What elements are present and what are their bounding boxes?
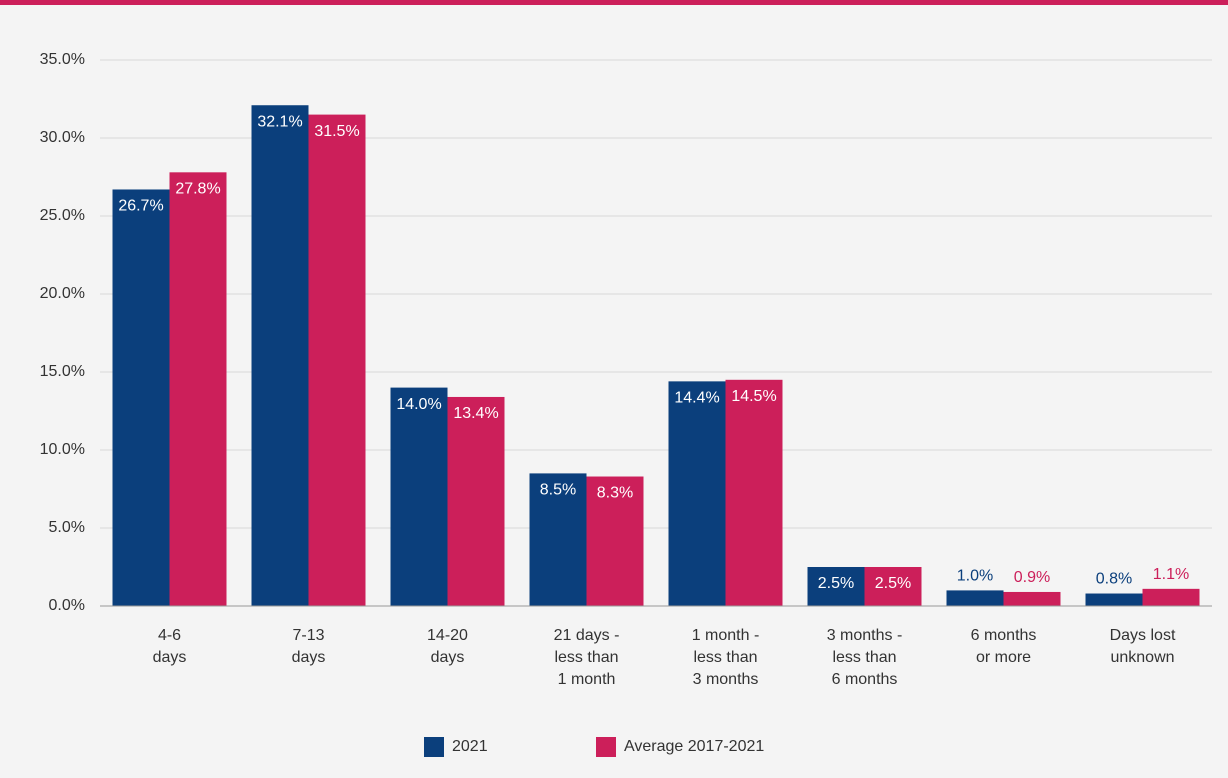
data-label: 2.5% (875, 575, 911, 592)
x-tick-label: 7-13 (292, 627, 324, 644)
top-rule (0, 0, 1228, 5)
bar (390, 387, 448, 606)
data-label: 14.4% (674, 390, 719, 407)
bar (447, 396, 505, 606)
data-label: 13.4% (453, 405, 498, 422)
data-label: 0.9% (1014, 569, 1050, 586)
y-tick-label: 30.0% (40, 129, 85, 146)
y-tick-label: 25.0% (40, 207, 85, 224)
x-tick-label: 6 months (832, 671, 898, 688)
data-label: 14.5% (731, 388, 776, 405)
x-tick-label: 1 month (558, 671, 616, 688)
legend-swatch (424, 737, 444, 757)
data-label: 31.5% (314, 123, 359, 140)
y-tick-label: 0.0% (49, 597, 85, 614)
bar (308, 114, 366, 606)
x-tick-label: days (431, 649, 465, 666)
data-label: 14.0% (396, 396, 441, 413)
legend-label: 2021 (452, 738, 488, 755)
data-label: 8.5% (540, 482, 576, 499)
data-label: 26.7% (118, 198, 163, 215)
bar (1003, 591, 1061, 606)
x-tick-label: days (153, 649, 187, 666)
bar (112, 189, 170, 607)
data-label: 1.1% (1153, 566, 1189, 583)
x-tick-label: less than (554, 649, 618, 666)
x-tick-label: 4-6 (158, 627, 181, 644)
bar (725, 379, 783, 606)
x-tick-label: days (292, 649, 326, 666)
x-tick-label: 1 month - (692, 627, 760, 644)
x-tick-label: Days lost (1110, 627, 1176, 644)
bar (864, 567, 922, 606)
x-tick-label: 14-20 (427, 627, 468, 644)
legend-swatch (596, 737, 616, 757)
y-tick-label: 15.0% (40, 363, 85, 380)
y-tick-label: 5.0% (49, 519, 85, 536)
data-label: 1.0% (957, 568, 993, 585)
y-tick-label: 10.0% (40, 441, 85, 458)
data-label: 0.8% (1096, 571, 1132, 588)
y-tick-label: 20.0% (40, 285, 85, 302)
legend-label: Average 2017-2021 (624, 738, 764, 755)
x-tick-label: 3 months (693, 671, 759, 688)
bar (1085, 593, 1143, 606)
y-tick-label: 35.0% (40, 51, 85, 68)
data-label: 32.1% (257, 113, 302, 130)
x-tick-label: 3 months - (827, 627, 903, 644)
x-tick-label: 6 months (971, 627, 1037, 644)
bar (1142, 588, 1200, 606)
bar (586, 476, 644, 606)
bar (946, 590, 1004, 606)
data-label: 8.3% (597, 485, 633, 502)
data-label: 2.5% (818, 575, 854, 592)
x-tick-label: less than (832, 649, 896, 666)
bar (529, 473, 587, 606)
x-tick-label: unknown (1110, 649, 1174, 666)
bar (668, 381, 726, 606)
x-tick-label: or more (976, 649, 1031, 666)
bar (251, 105, 309, 607)
data-label: 27.8% (175, 181, 220, 198)
bar (807, 567, 865, 606)
x-tick-label: 21 days - (554, 627, 620, 644)
x-tick-label: less than (693, 649, 757, 666)
bar (169, 172, 227, 606)
